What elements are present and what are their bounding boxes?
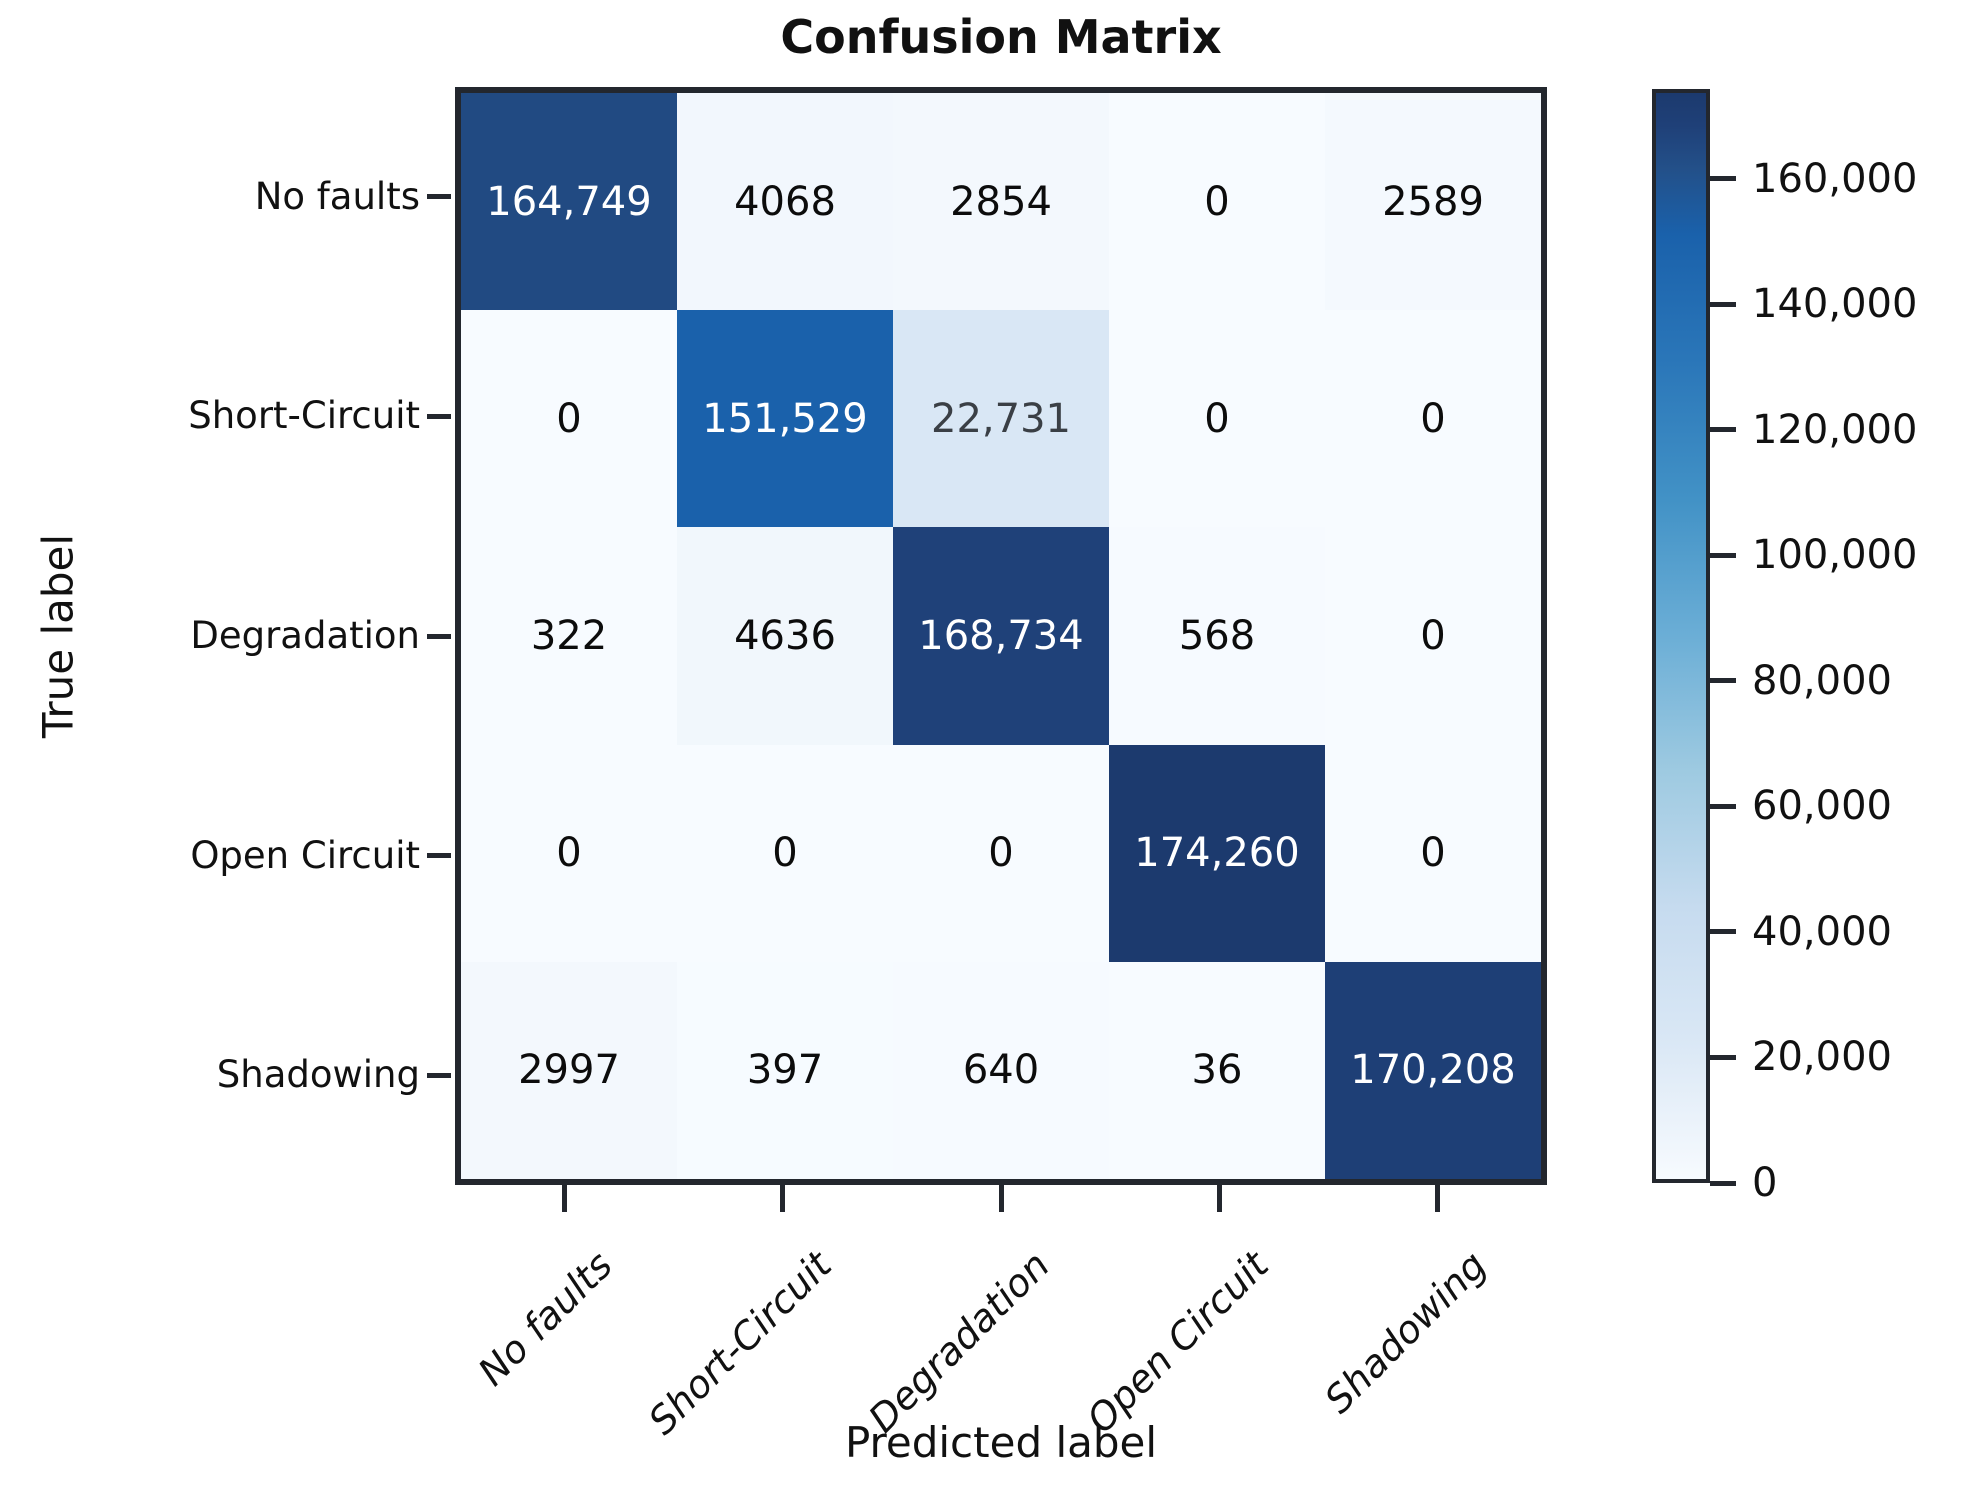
matrix-cell: 2997 bbox=[461, 961, 677, 1179]
x-tick-label: No faults bbox=[470, 1243, 622, 1395]
matrix-cell: 0 bbox=[677, 744, 893, 962]
colorbar-tick-mark bbox=[1710, 301, 1736, 307]
colorbar-tick-label: 160,000 bbox=[1752, 155, 1918, 202]
matrix-cell: 2589 bbox=[1325, 93, 1541, 311]
x-tick-label: Shadowing bbox=[1316, 1243, 1495, 1422]
y-tick-label: Shadowing bbox=[216, 1053, 420, 1097]
x-tick-label: Short-Circuit bbox=[639, 1243, 840, 1444]
cell-value: 0 bbox=[1420, 395, 1446, 442]
colorbar-tick-label: 140,000 bbox=[1752, 281, 1918, 328]
colorbar-tick-label: 80,000 bbox=[1752, 657, 1892, 704]
matrix-cell: 0 bbox=[893, 744, 1109, 962]
colorbar-tick-mark bbox=[1710, 803, 1736, 809]
cell-value: 0 bbox=[556, 830, 582, 877]
cell-value: 0 bbox=[988, 830, 1014, 877]
y-tick-label: Degradation bbox=[190, 614, 420, 657]
cell-value: 151,529 bbox=[702, 395, 868, 442]
cell-value: 322 bbox=[530, 612, 608, 659]
cell-value: 170,208 bbox=[1350, 1047, 1516, 1094]
heatmap-grid: 164,749 4068 2854 0 2589 0 151,529 22,731 0 0 322 4… bbox=[455, 87, 1547, 1185]
x-tick-mark bbox=[561, 1185, 567, 1212]
colorbar bbox=[1652, 89, 1710, 1183]
cell-value: 4068 bbox=[734, 178, 836, 225]
x-tick-mark bbox=[780, 1185, 786, 1212]
cell-value: 22,731 bbox=[931, 395, 1071, 442]
matrix-cell: 36 bbox=[1109, 961, 1325, 1179]
matrix-cell: 568 bbox=[1109, 527, 1325, 745]
matrix-cell: 2854 bbox=[893, 93, 1109, 311]
colorbar-tick-mark bbox=[1710, 552, 1736, 558]
colorbar-tick-label: 20,000 bbox=[1752, 1034, 1892, 1081]
chart-title: Confusion Matrix bbox=[780, 10, 1222, 64]
x-tick-mark bbox=[1435, 1185, 1441, 1212]
matrix-cell: 22,731 bbox=[893, 310, 1109, 528]
colorbar-tick-mark bbox=[1710, 1054, 1736, 1060]
colorbar-tick-mark bbox=[1710, 176, 1736, 182]
colorbar-tick-mark bbox=[1710, 427, 1736, 433]
x-tick-label: Open Circuit bbox=[1078, 1243, 1277, 1442]
matrix-cell: 4068 bbox=[677, 93, 893, 311]
y-tick-label: Open Circuit bbox=[190, 833, 420, 877]
cell-value: 4636 bbox=[734, 612, 836, 659]
colorbar-tick-mark bbox=[1710, 1180, 1736, 1186]
cell-value: 0 bbox=[556, 395, 582, 442]
matrix-cell: 0 bbox=[461, 744, 677, 962]
colorbar-tick-label: 100,000 bbox=[1752, 532, 1918, 579]
cell-value: 168,734 bbox=[918, 612, 1084, 659]
colorbar-tick-mark bbox=[1710, 678, 1736, 684]
matrix-cell: 0 bbox=[1325, 310, 1541, 528]
matrix-cell: 174,260 bbox=[1109, 744, 1325, 962]
y-tick-mark bbox=[427, 194, 451, 200]
y-tick-mark bbox=[427, 853, 451, 859]
y-tick-mark bbox=[427, 413, 451, 419]
cell-value: 164,749 bbox=[486, 178, 652, 225]
matrix-cell: 640 bbox=[893, 961, 1109, 1179]
cell-value: 0 bbox=[772, 830, 798, 877]
cell-value: 174,260 bbox=[1134, 830, 1300, 877]
matrix-cell: 151,529 bbox=[677, 310, 893, 528]
y-tick-mark bbox=[427, 633, 451, 639]
y-tick-mark bbox=[427, 1072, 451, 1078]
colorbar-tick-label: 120,000 bbox=[1752, 406, 1918, 453]
cell-value: 568 bbox=[1178, 612, 1256, 659]
matrix-cell: 164,749 bbox=[461, 93, 677, 311]
matrix-cell: 0 bbox=[1325, 527, 1541, 745]
cell-value: 2997 bbox=[518, 1047, 620, 1094]
cell-value: 0 bbox=[1204, 395, 1230, 442]
cell-value: 36 bbox=[1191, 1047, 1243, 1094]
x-axis-title: Predicted label bbox=[844, 1418, 1158, 1467]
x-tick-label: Degradation bbox=[860, 1243, 1059, 1441]
colorbar-tick-label: 0 bbox=[1752, 1160, 1778, 1206]
cell-value: 640 bbox=[962, 1047, 1040, 1094]
cell-value: 0 bbox=[1420, 830, 1446, 877]
matrix-cell: 0 bbox=[461, 310, 677, 528]
cell-value: 2854 bbox=[950, 178, 1052, 225]
matrix-cell: 4636 bbox=[677, 527, 893, 745]
x-tick-mark bbox=[998, 1185, 1004, 1212]
matrix-cell: 0 bbox=[1109, 93, 1325, 311]
cell-value: 397 bbox=[746, 1047, 824, 1094]
colorbar-tick-label: 60,000 bbox=[1752, 783, 1892, 830]
cell-value: 0 bbox=[1420, 612, 1446, 659]
matrix-cell: 397 bbox=[677, 961, 893, 1179]
y-tick-label: No faults bbox=[254, 174, 420, 218]
cell-value: 0 bbox=[1204, 178, 1230, 225]
matrix-cell: 168,734 bbox=[893, 527, 1109, 745]
matrix-cell: 0 bbox=[1325, 744, 1541, 962]
colorbar-tick-label: 40,000 bbox=[1752, 908, 1892, 955]
cell-value: 2589 bbox=[1382, 178, 1484, 225]
matrix-cell: 322 bbox=[461, 527, 677, 745]
y-tick-label: Short-Circuit bbox=[188, 394, 420, 438]
colorbar-tick-mark bbox=[1710, 929, 1736, 935]
y-axis-title: True label bbox=[33, 533, 83, 739]
matrix-cell: 0 bbox=[1109, 310, 1325, 528]
matrix-cell: 170,208 bbox=[1325, 961, 1541, 1179]
x-tick-mark bbox=[1216, 1185, 1222, 1212]
